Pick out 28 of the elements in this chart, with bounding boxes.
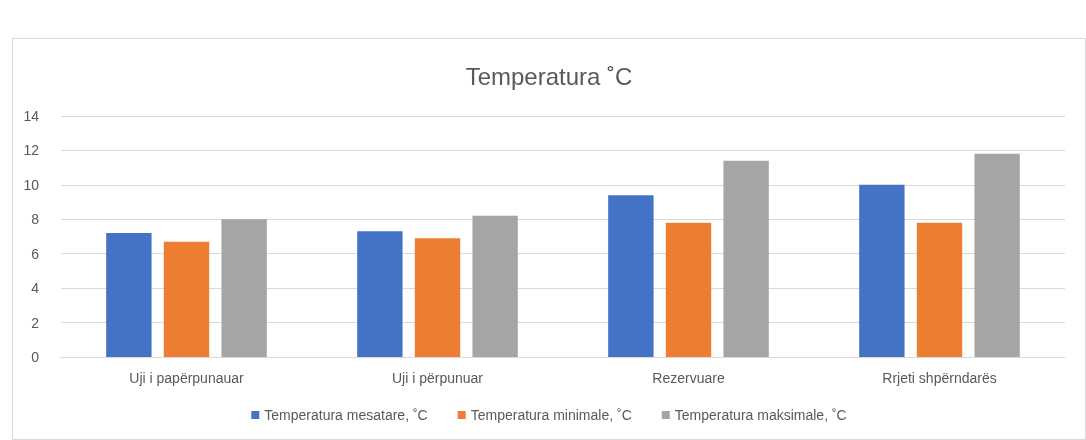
y-tick-label: 0 [31,349,40,365]
y-tick-label: 6 [31,245,40,262]
x-tick-label: Rrjeti shpërndarës [882,370,997,386]
bar [106,233,152,357]
y-tick-label: 8 [31,211,40,228]
y-tick-label: 14 [23,108,40,124]
bar [859,184,905,357]
bar [472,215,518,357]
y-tick-label: 4 [31,280,40,297]
x-tick-label: Rezervuare [652,370,725,386]
legend-label: Temperatura mesatare, ˚C [264,407,428,423]
bar [357,231,403,357]
y-tick-label: 10 [23,176,40,193]
bar [723,160,769,357]
bar [608,195,654,357]
y-tick-label: 2 [31,314,40,331]
bar [414,238,461,357]
bar [665,222,712,357]
bar [163,241,210,357]
legend-label: Temperatura minimale, ˚C [470,407,632,423]
y-tick-label: 12 [23,142,40,159]
bar [974,153,1020,357]
x-tick-label: Uji i papërpunauar [129,370,245,386]
chart-title: Temperatura ˚C [465,62,633,90]
bar [221,219,267,357]
x-tick-label: Uji i përpunuar [391,370,484,386]
bar [916,222,963,357]
legend-label: Temperatura maksimale, ˚C [674,407,847,423]
